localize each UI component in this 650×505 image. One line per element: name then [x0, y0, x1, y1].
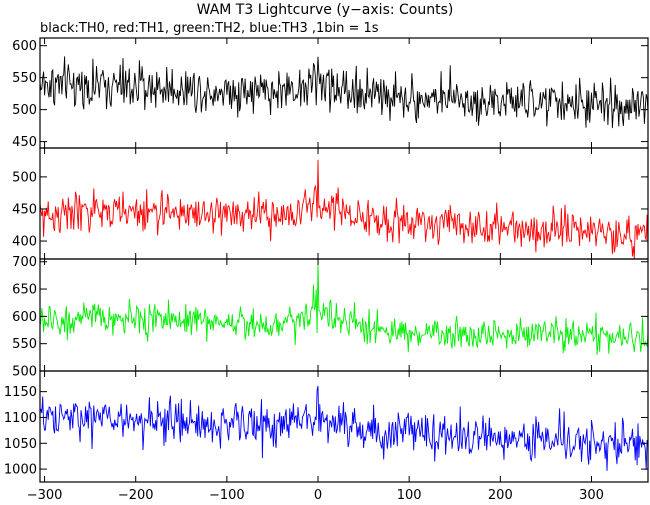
- y-tick-label: 500: [12, 170, 37, 185]
- y-tick-label: 1150: [4, 385, 37, 400]
- y-tick-label: 1050: [4, 437, 37, 452]
- series-line-th3: [40, 385, 648, 471]
- panel-th0: 450 500 550 600: [12, 37, 649, 150]
- x-tick-label: −300: [27, 488, 63, 503]
- y-tick-label: 450: [12, 202, 37, 217]
- x-tick-label: −200: [118, 488, 154, 503]
- y-tick-label: 700: [12, 255, 37, 270]
- panel-th1: 400 450 500: [12, 147, 649, 260]
- y-tick-label: 550: [12, 337, 37, 352]
- y-tick-label: 450: [12, 135, 37, 150]
- panels-group: 450 500 550 600 400 450 500 500 550 600 650 700 1000…: [4, 37, 649, 483]
- x-tick-label: 300: [579, 488, 604, 503]
- chart-title: WAM T3 Lightcurve (y−axis: Counts): [197, 2, 454, 18]
- series-line-th2: [40, 262, 648, 355]
- x-axis-ticks: −300 −200 −100 0 100 200 300: [27, 488, 604, 503]
- y-tick-label: 1000: [4, 463, 37, 478]
- chart-subtitle: black:TH0, red:TH1, green:TH2, blue:TH3 …: [40, 21, 379, 36]
- x-tick-label: −100: [209, 488, 245, 503]
- panel-frame: [39, 370, 649, 483]
- series-line-th1: [40, 159, 648, 259]
- x-tick-label: 100: [397, 488, 422, 503]
- y-tick-label: 650: [12, 283, 37, 298]
- y-tick-label: 500: [12, 365, 37, 380]
- x-tick-label: 200: [488, 488, 513, 503]
- panel-th3: 1000 1050 1100 1150: [4, 370, 649, 483]
- y-tick-label: 400: [12, 235, 37, 250]
- y-tick-label: 600: [12, 310, 37, 325]
- panel-frame: [39, 147, 649, 260]
- y-tick-label: 1100: [4, 411, 37, 426]
- y-tick-label: 550: [12, 71, 37, 86]
- y-tick-label: 600: [12, 39, 37, 54]
- series-line-th0: [40, 56, 648, 129]
- panel-th2: 500 550 600 650 700: [12, 255, 649, 380]
- y-tick-label: 500: [12, 103, 37, 118]
- x-tick-label: 0: [314, 488, 322, 503]
